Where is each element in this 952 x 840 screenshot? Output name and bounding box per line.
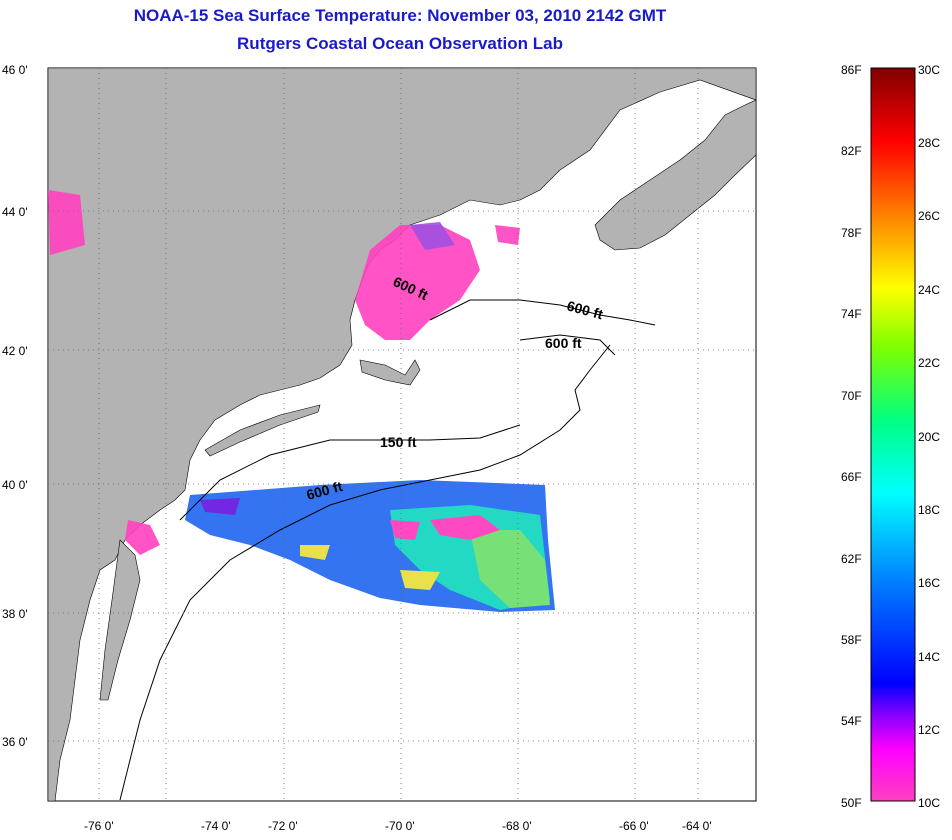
colorbar-f-label: 66F <box>841 470 862 484</box>
lon-label: -74 0' <box>201 819 231 833</box>
lon-label: -64 0' <box>682 819 712 833</box>
map-grid <box>48 68 756 801</box>
land-cape-cod <box>359 359 421 386</box>
lat-label: 42 0' <box>2 344 28 358</box>
colorbar-c-label: 10C <box>918 796 940 810</box>
lon-label: -72 0' <box>268 819 298 833</box>
lon-axis: -76 0' -74 0' -72 0' -70 0' -68 0' -66 0… <box>84 819 712 833</box>
colorbar-f-label: 58F <box>841 633 862 647</box>
contour-label: 600 ft <box>545 335 582 351</box>
lat-label: 36 0' <box>2 735 28 749</box>
depth-contours <box>119 299 656 801</box>
sst-gulf-of-maine <box>355 225 480 340</box>
colorbar-f-label: 74F <box>841 307 862 321</box>
land-delmarva <box>99 539 141 701</box>
colorbar-f-label: 86F <box>841 63 862 77</box>
map-subtitle: Rutgers Coastal Ocean Observation Lab <box>237 34 563 53</box>
colorbar-f-label: 62F <box>841 552 862 566</box>
lon-label: -76 0' <box>84 819 114 833</box>
colorbar-c-label: 22C <box>918 356 940 370</box>
colorbar-c-label: 14C <box>918 650 940 664</box>
lat-label: 46 0' <box>2 63 28 77</box>
colorbar-c-label: 16C <box>918 576 940 590</box>
colorbar-f-label: 78F <box>841 226 862 240</box>
colorbar-f-label: 50F <box>841 796 862 810</box>
colorbar-f-label: 82F <box>841 144 862 158</box>
map-title: NOAA-15 Sea Surface Temperature: Novembe… <box>133 6 667 25</box>
lon-label: -66 0' <box>619 819 649 833</box>
colorbar <box>870 67 916 802</box>
colorbar-c-label: 28C <box>918 136 940 150</box>
lat-label: 44 0' <box>2 205 28 219</box>
sst-swath <box>185 480 555 612</box>
lon-label: -68 0' <box>502 819 532 833</box>
lat-axis: 46 0' 44 0' 42 0' 40 0' 38 0' 36 0' <box>2 63 28 749</box>
colorbar-c-labels: 30C 28C 26C 24C 22C 20C 18C 16C 14C 12C … <box>918 63 940 810</box>
colorbar-f-label: 70F <box>841 389 862 403</box>
colorbar-c-label: 12C <box>918 723 940 737</box>
colorbar-c-label: 30C <box>918 63 940 77</box>
lon-label: -70 0' <box>385 819 415 833</box>
colorbar-c-label: 18C <box>918 503 940 517</box>
colorbar-f-label: 54F <box>841 714 862 728</box>
land-mass-us <box>48 68 756 801</box>
lat-label: 38 0' <box>2 607 28 621</box>
lat-label: 40 0' <box>2 478 28 492</box>
map-content <box>48 68 756 801</box>
land-long-island <box>204 404 321 457</box>
land-mass-nova-scotia <box>594 99 756 251</box>
colorbar-c-label: 26C <box>918 209 940 223</box>
colorbar-c-label: 20C <box>918 430 940 444</box>
contour-label: 150 ft <box>380 434 417 450</box>
colorbar-f-labels: 86F 82F 78F 74F 70F 66F 62F 58F 54F 50F <box>841 63 862 810</box>
colorbar-c-label: 24C <box>918 283 940 297</box>
